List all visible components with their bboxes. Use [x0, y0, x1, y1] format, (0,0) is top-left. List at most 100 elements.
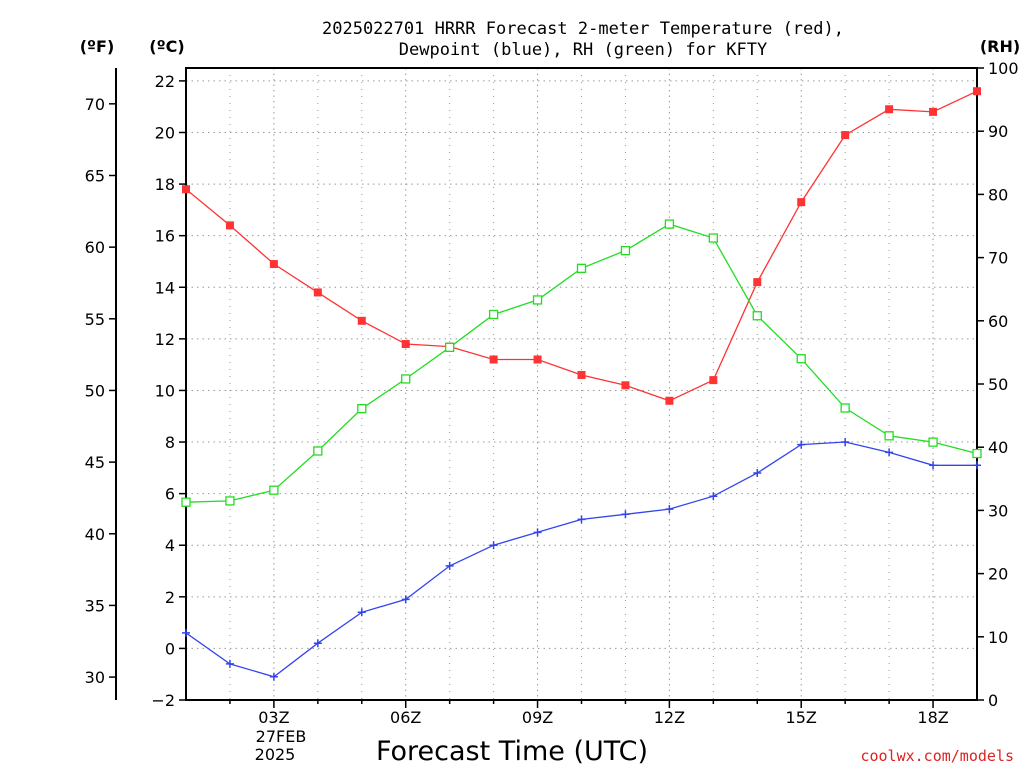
celsius-tick-label: 0 [165, 639, 175, 658]
axes [109, 67, 984, 708]
dewpoint-point [621, 510, 630, 519]
dewpoint-point [269, 672, 278, 681]
rh-tick-label: 40 [988, 438, 1008, 457]
temperature-point [797, 198, 806, 207]
data-series [181, 87, 982, 681]
rh-tick-label: 30 [988, 501, 1008, 520]
fahrenheit-unit-label: (ºF) [80, 37, 115, 56]
dewpoint-point [797, 440, 806, 449]
dewpoint-point [973, 461, 981, 470]
rh-point [445, 342, 455, 352]
dewpoint-point [357, 608, 366, 617]
temperature-point [841, 131, 850, 140]
rh-tick-label: 100 [988, 59, 1019, 78]
temperature-point [269, 260, 278, 269]
rh-point [752, 311, 762, 321]
temperature-point [533, 355, 542, 364]
celsius-tick-label: 2 [165, 588, 175, 607]
dewpoint-point [665, 505, 674, 514]
temperature-point [401, 340, 410, 349]
rh-tick-label: 50 [988, 375, 1008, 394]
rh-tick-label: 70 [988, 249, 1008, 268]
temperature-point [489, 355, 498, 364]
dewpoint-point [313, 639, 322, 648]
dewpoint-point [489, 541, 498, 550]
rh-point [796, 354, 806, 364]
temperature-line [185, 90, 978, 402]
fahrenheit-tick-label: 45 [85, 453, 105, 472]
dewpoint-point [401, 595, 410, 604]
temperature-point [929, 107, 938, 116]
celsius-tick-label: 16 [155, 227, 175, 246]
fahrenheit-tick-label: 65 [85, 166, 105, 185]
chart-title-line2: Dewpoint (blue), RH (green) for KFTY [399, 40, 767, 60]
celsius-tick-label: 12 [155, 330, 175, 349]
chart-title-line1: 2025022701 HRRR Forecast 2-meter Tempera… [322, 19, 844, 39]
rh-tick-label: 0 [988, 691, 998, 710]
dewpoint-point [841, 438, 850, 447]
temperature-point [709, 376, 718, 385]
celsius-tick-label: −2 [151, 691, 175, 710]
rh-point [401, 374, 411, 384]
rh-tick-label: 10 [988, 628, 1008, 647]
temperature-point [621, 381, 630, 390]
rh-point [884, 431, 894, 441]
rh-point [532, 295, 543, 305]
rh-unit-label: (RH) [980, 37, 1020, 56]
rh-point [357, 403, 367, 414]
x-tick-label: 06Z [390, 708, 421, 727]
x-date-label-year: 2025 [255, 745, 296, 764]
x-tick-label: 09Z [522, 708, 553, 727]
celsius-tick-label: 20 [155, 123, 175, 142]
celsius-tick-label: 4 [165, 536, 175, 555]
temperature-point [753, 278, 762, 287]
dewpoint-point [445, 561, 454, 570]
x-tick-label: 18Z [917, 708, 948, 727]
rh-point [708, 233, 718, 243]
fahrenheit-tick-label: 60 [85, 238, 105, 257]
dewpoint-line [185, 441, 977, 678]
dewpoint-point [577, 515, 586, 524]
rh-point [620, 245, 631, 256]
rh-point [488, 309, 499, 320]
temperature-point [313, 288, 322, 297]
fahrenheit-tick-label: 40 [85, 525, 105, 544]
rh-point [225, 496, 235, 506]
rh-point [181, 497, 191, 507]
rh-point [972, 448, 982, 459]
rh-point [269, 485, 279, 495]
rh-tick-label: 20 [988, 565, 1008, 584]
temperature-point [665, 396, 674, 405]
rh-tick-label: 60 [988, 312, 1008, 331]
axis-tick-labels: −2 0 2 4 6 8 10 12 14 16 18 20 22 30 35 40 45 50 55 60 65 70 0… [85, 59, 1019, 727]
celsius-tick-label: 6 [165, 485, 175, 504]
x-tick-label: 12Z [654, 708, 685, 727]
dewpoint-point [885, 448, 894, 457]
rh-point [928, 437, 938, 447]
dewpoint-point [182, 628, 190, 637]
fahrenheit-tick-label: 30 [85, 668, 105, 687]
dewpoint-point [225, 659, 234, 668]
fahrenheit-tick-label: 50 [85, 381, 105, 400]
rh-point [664, 219, 675, 229]
temperature-point [885, 105, 894, 114]
x-tick-label: 15Z [786, 708, 817, 727]
fahrenheit-tick-label: 35 [85, 596, 105, 615]
dewpoint-point [929, 461, 938, 470]
x-date-label-day: 27FEB [256, 727, 307, 746]
rh-tick-label: 90 [988, 122, 1008, 141]
x-tick-label: 03Z [258, 708, 289, 727]
credit-label: coolwx.com/models [860, 747, 1014, 765]
temperature-point [182, 185, 190, 194]
celsius-tick-label: 14 [155, 278, 175, 297]
celsius-tick-label: 8 [165, 433, 175, 452]
fahrenheit-tick-label: 55 [85, 310, 105, 329]
rh-point [840, 403, 850, 413]
temperature-point [577, 370, 586, 379]
rh-tick-label: 80 [988, 185, 1008, 204]
x-axis-title: Forecast Time (UTC) [376, 736, 648, 767]
celsius-tick-label: 18 [155, 175, 175, 194]
celsius-tick-label: 22 [155, 72, 175, 91]
fahrenheit-tick-label: 70 [85, 95, 105, 114]
temperature-point [973, 87, 981, 96]
